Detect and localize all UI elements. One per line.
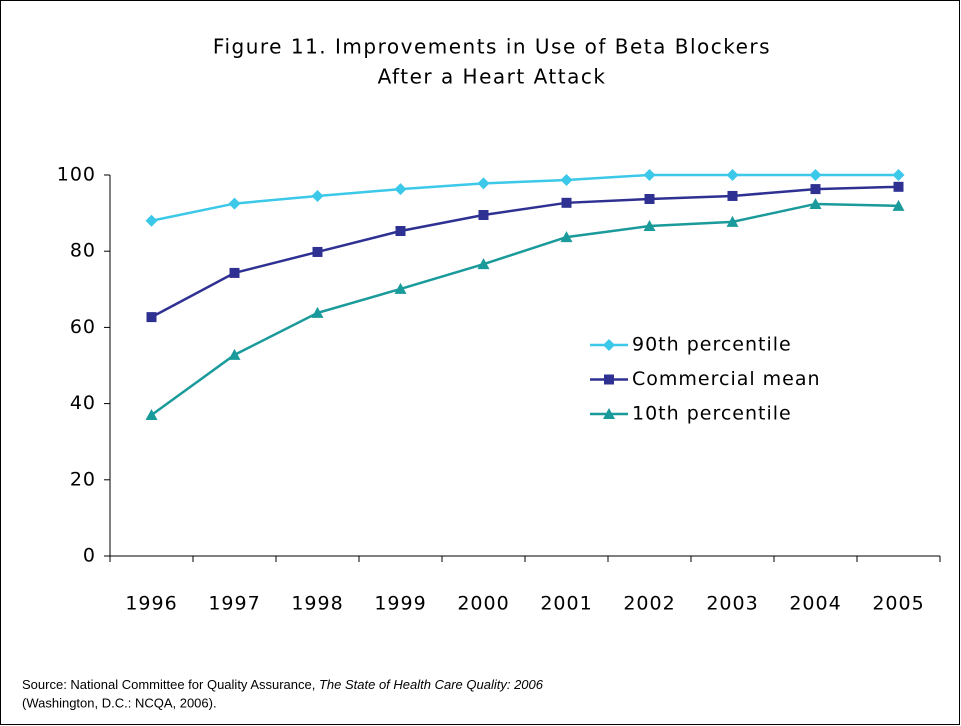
x-tick-label: 2002 [623,593,675,615]
legend-label: 90th percentile [632,334,792,356]
source-suffix: (Washington, D.C.: NCQA, 2006). [22,695,217,710]
marker [726,215,739,227]
marker [477,177,490,190]
marker [145,409,158,421]
y-tick-label: 80 [70,240,96,262]
x-tick-label: 2004 [789,593,841,615]
source: Source: National Committee for Quality A… [22,677,544,692]
chart-title: Figure 11. Improvements in Use of Beta B… [213,35,771,59]
marker [311,306,324,318]
marker [643,220,656,232]
marker [478,210,489,221]
source-work: The State of Health Care Quality: 2006 [319,677,544,692]
marker [893,181,904,192]
marker [810,184,821,195]
marker [560,173,573,186]
marker [477,258,490,270]
marker [809,169,822,181]
series-line [150,202,899,417]
x-tick-label: 1999 [374,593,426,615]
marker [892,199,905,211]
marker [809,197,822,209]
x-tick-label: 2003 [706,593,758,615]
series-line [151,173,899,222]
legend-marker [603,339,615,351]
marker [229,267,240,278]
marker [395,226,406,237]
x-tick-label: 1998 [291,593,343,615]
legend-marker [604,374,614,385]
legend-label: Commercial mean [632,368,821,390]
series-line [150,185,899,319]
marker [228,197,241,210]
x-tick-label: 1996 [125,593,177,615]
marker [145,214,158,227]
marker [146,312,157,323]
source-prefix: Source: National Committee for Quality A… [22,677,319,692]
y-tick-label: 0 [83,545,96,567]
marker [561,197,572,208]
x-tick-label: 2005 [872,593,924,615]
marker [228,348,241,360]
marker [726,169,739,181]
legend-marker [603,408,615,419]
x-tick-label: 2000 [457,593,509,615]
y-tick-label: 40 [70,392,96,414]
marker [560,231,573,243]
marker [394,282,407,294]
y-tick-label: 100 [57,164,96,186]
x-tick-label: 2001 [540,593,592,615]
marker [312,246,323,257]
chart-title: After a Heart Attack [378,65,607,89]
marker [643,169,656,181]
y-tick-label: 20 [70,468,96,490]
marker [892,169,905,181]
legend-label: 10th percentile [632,403,792,425]
x-tick-label: 1997 [208,593,260,615]
marker [394,183,407,196]
marker [644,194,655,205]
y-tick-label: 60 [70,316,96,338]
marker [727,190,738,201]
marker [311,189,324,202]
